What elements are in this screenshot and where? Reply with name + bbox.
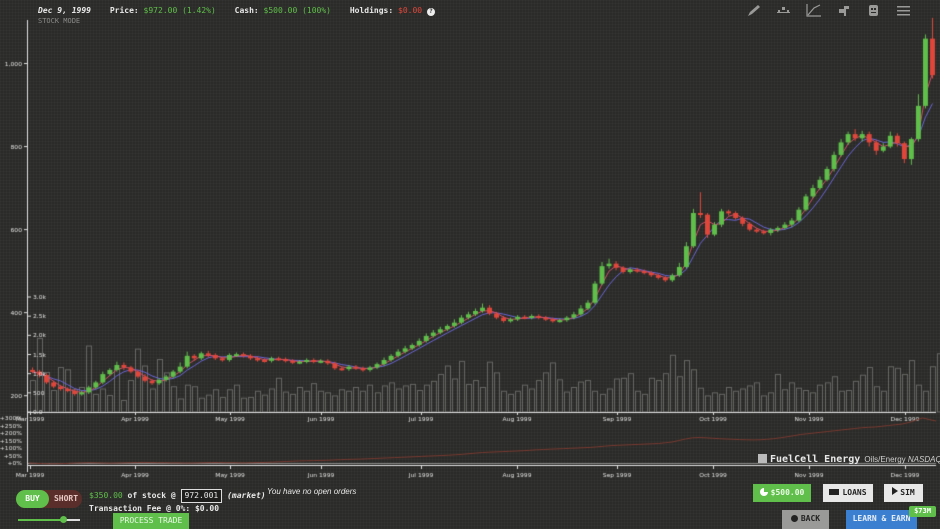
sim-button[interactable]: SIM: [884, 484, 923, 502]
company-label: FuelCell Energy Oils/Energy NASDAQ: [758, 454, 940, 465]
menu-button[interactable]: [894, 2, 912, 18]
process-trade-button[interactable]: PROCESS TRADE: [113, 513, 189, 529]
transaction-fee: Transaction Fee @ 0%: $0.00: [89, 504, 220, 513]
trade-panel: BUY SHORT $350.00 of stock @ 972.001 (ma…: [0, 482, 940, 529]
pie-chart-icon: [759, 488, 768, 496]
chart-toolbar: [744, 2, 912, 18]
play-icon: [892, 487, 899, 495]
info-icon[interactable]: ?: [426, 8, 435, 16]
price-value: $972.00 (1.42%): [143, 6, 216, 15]
robot-icon: [868, 4, 878, 16]
back-button[interactable]: BACK: [782, 510, 829, 529]
slider-handle[interactable]: [60, 516, 67, 523]
slider-fill: [18, 519, 63, 521]
current-date: Dec 9, 1999: [38, 6, 91, 15]
learn-and-earn-button[interactable]: LEARN & EARN: [846, 510, 917, 529]
flag-button[interactable]: [834, 2, 852, 18]
indicators-button[interactable]: [774, 2, 792, 18]
earnings-badge: $73M: [909, 506, 936, 517]
mode-label: STOCK MODE: [38, 17, 81, 25]
holdings-value: $0.00: [398, 6, 423, 15]
order-summary: $350.00 of stock @ 972.001 (market) Tran…: [89, 489, 266, 515]
price-label: Price:: [109, 6, 139, 15]
bill-icon: [829, 489, 840, 495]
company-name: FuelCell Energy: [770, 454, 861, 465]
order-amount: $350.00: [89, 491, 123, 500]
stock-chart[interactable]: [0, 0, 940, 480]
loans-button[interactable]: LOANS: [823, 484, 873, 502]
open-orders-status: You have no open orders: [267, 487, 357, 496]
company-exchange: NASDAQ: [907, 455, 940, 464]
cash-value: $500.00 (100%): [263, 6, 331, 15]
sim-button-label: SIM: [900, 488, 915, 497]
status-bar: Dec 9, 1999 Price: $972.00 (1.42%) Cash:…: [38, 6, 449, 16]
draw-tool-button[interactable]: [744, 2, 762, 18]
order-type: (market): [227, 491, 266, 500]
company-sector: Oils/Energy: [864, 455, 906, 464]
line-chart-icon: [805, 3, 821, 17]
buy-short-toggle[interactable]: BUY SHORT: [16, 490, 82, 508]
back-icon: [790, 515, 798, 522]
flag-icon: [838, 5, 849, 16]
building-icon: [758, 454, 767, 463]
robot-button[interactable]: [864, 2, 882, 18]
loans-button-label: LOANS: [842, 488, 867, 497]
back-button-label: BACK: [800, 514, 821, 523]
cash-label: Cash:: [234, 6, 259, 15]
line-chart-button[interactable]: [804, 2, 822, 18]
amount-slider[interactable]: [18, 516, 80, 523]
draw-tool-icon: [747, 4, 760, 16]
limit-price-input[interactable]: 972.001: [180, 489, 223, 503]
holdings-label: Holdings:: [349, 6, 394, 15]
short-option[interactable]: SHORT: [53, 494, 79, 503]
portfolio-button-label: $500.00: [770, 488, 805, 497]
portfolio-button[interactable]: $500.00: [753, 484, 811, 502]
indicators-icon: [776, 6, 790, 13]
of-stock-text: of stock @: [122, 491, 181, 500]
menu-icon: [896, 5, 910, 15]
buy-option[interactable]: BUY: [16, 490, 49, 508]
